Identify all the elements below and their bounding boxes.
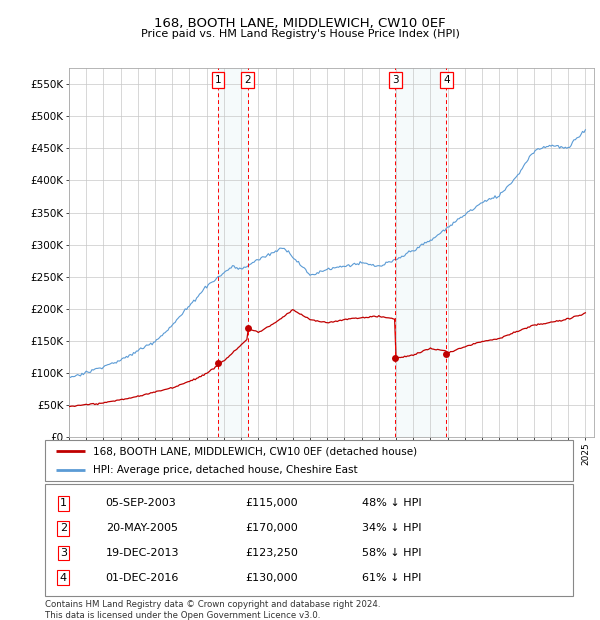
Text: 168, BOOTH LANE, MIDDLEWICH, CW10 0EF: 168, BOOTH LANE, MIDDLEWICH, CW10 0EF: [154, 17, 446, 30]
Text: 168, BOOTH LANE, MIDDLEWICH, CW10 0EF (detached house): 168, BOOTH LANE, MIDDLEWICH, CW10 0EF (d…: [92, 446, 416, 456]
Bar: [218, 68, 248, 437]
Text: 48% ↓ HPI: 48% ↓ HPI: [362, 498, 421, 508]
Text: Contains HM Land Registry data © Crown copyright and database right 2024.
This d: Contains HM Land Registry data © Crown c…: [45, 600, 380, 620]
Text: £170,000: £170,000: [245, 523, 298, 533]
Text: 20-MAY-2005: 20-MAY-2005: [106, 523, 178, 533]
Text: £130,000: £130,000: [245, 573, 298, 583]
Text: 3: 3: [392, 75, 398, 85]
Text: 4: 4: [443, 75, 449, 85]
Text: 2: 2: [60, 523, 67, 533]
Text: 3: 3: [60, 548, 67, 558]
Text: £115,000: £115,000: [245, 498, 298, 508]
Text: 34% ↓ HPI: 34% ↓ HPI: [362, 523, 421, 533]
Text: 1: 1: [60, 498, 67, 508]
Text: 58% ↓ HPI: 58% ↓ HPI: [362, 548, 421, 558]
Bar: [395, 68, 446, 437]
Text: 01-DEC-2016: 01-DEC-2016: [106, 573, 179, 583]
Text: £123,250: £123,250: [245, 548, 299, 558]
Text: 61% ↓ HPI: 61% ↓ HPI: [362, 573, 421, 583]
Text: Price paid vs. HM Land Registry's House Price Index (HPI): Price paid vs. HM Land Registry's House …: [140, 29, 460, 39]
Text: 4: 4: [60, 573, 67, 583]
Text: 19-DEC-2013: 19-DEC-2013: [106, 548, 179, 558]
Text: 1: 1: [215, 75, 221, 85]
Text: 2: 2: [244, 75, 251, 85]
Text: HPI: Average price, detached house, Cheshire East: HPI: Average price, detached house, Ches…: [92, 464, 357, 475]
Text: 05-SEP-2003: 05-SEP-2003: [106, 498, 176, 508]
